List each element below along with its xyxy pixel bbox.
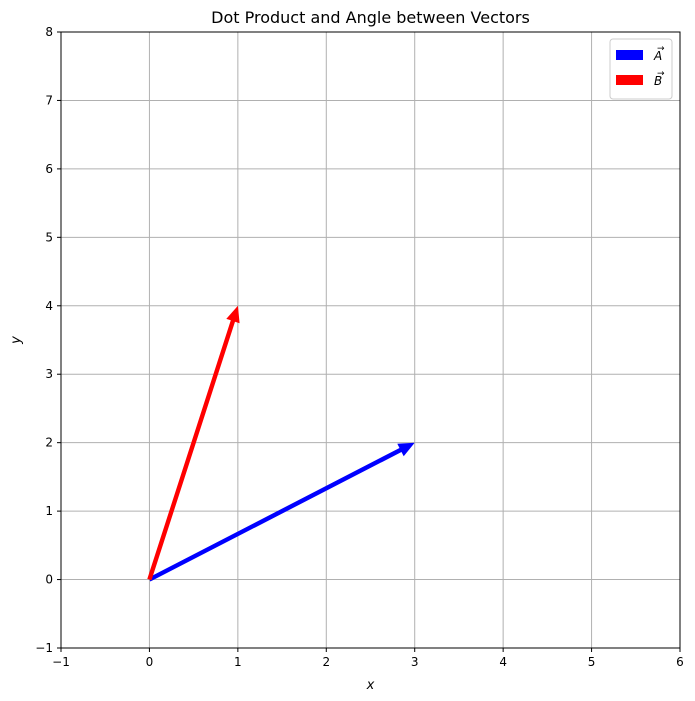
x-tick-label: 0 [146, 655, 154, 669]
y-tick-label: 2 [45, 436, 53, 450]
chart-title: Dot Product and Angle between Vectors [211, 8, 530, 27]
legend-swatch-a [616, 50, 643, 60]
legend-label-a: A [653, 49, 662, 63]
legend: A→B→ [609, 38, 673, 100]
vectors [147, 305, 415, 582]
legend-arrow-a: → [657, 44, 665, 54]
legend-label-b: B [654, 74, 662, 88]
x-tick-label: 1 [234, 655, 242, 669]
y-tick-label: 1 [45, 504, 53, 518]
x-tick-label: 6 [676, 655, 684, 669]
x-tick-label: 5 [588, 655, 596, 669]
plot-frame [60, 31, 681, 649]
y-ticks: −1 0 1 2 3 4 5 6 7 8 [35, 25, 61, 655]
vector-arrow-a [148, 442, 415, 582]
x-ticks: −1 0 1 2 3 4 5 6 [52, 648, 684, 669]
x-axis-label: x [366, 678, 375, 693]
y-tick-label: 6 [45, 162, 53, 176]
grid-lines [60, 31, 681, 649]
y-axis-label: y [9, 336, 24, 345]
y-tick-label: 3 [45, 367, 53, 381]
vector-arrow-b [147, 305, 240, 581]
legend-arrow-b: → [657, 69, 665, 79]
y-tick-label: 7 [45, 93, 53, 107]
x-tick-label: 4 [499, 655, 507, 669]
y-tick-label: 4 [45, 299, 53, 313]
y-tick-label: 8 [45, 25, 53, 39]
legend-swatch-b [616, 75, 643, 85]
y-tick-label: −1 [35, 641, 53, 655]
y-tick-label: 5 [45, 230, 53, 244]
x-tick-label: 3 [411, 655, 419, 669]
x-tick-label: 2 [322, 655, 330, 669]
x-tick-label: −1 [52, 655, 70, 669]
y-tick-label: 0 [45, 573, 53, 587]
